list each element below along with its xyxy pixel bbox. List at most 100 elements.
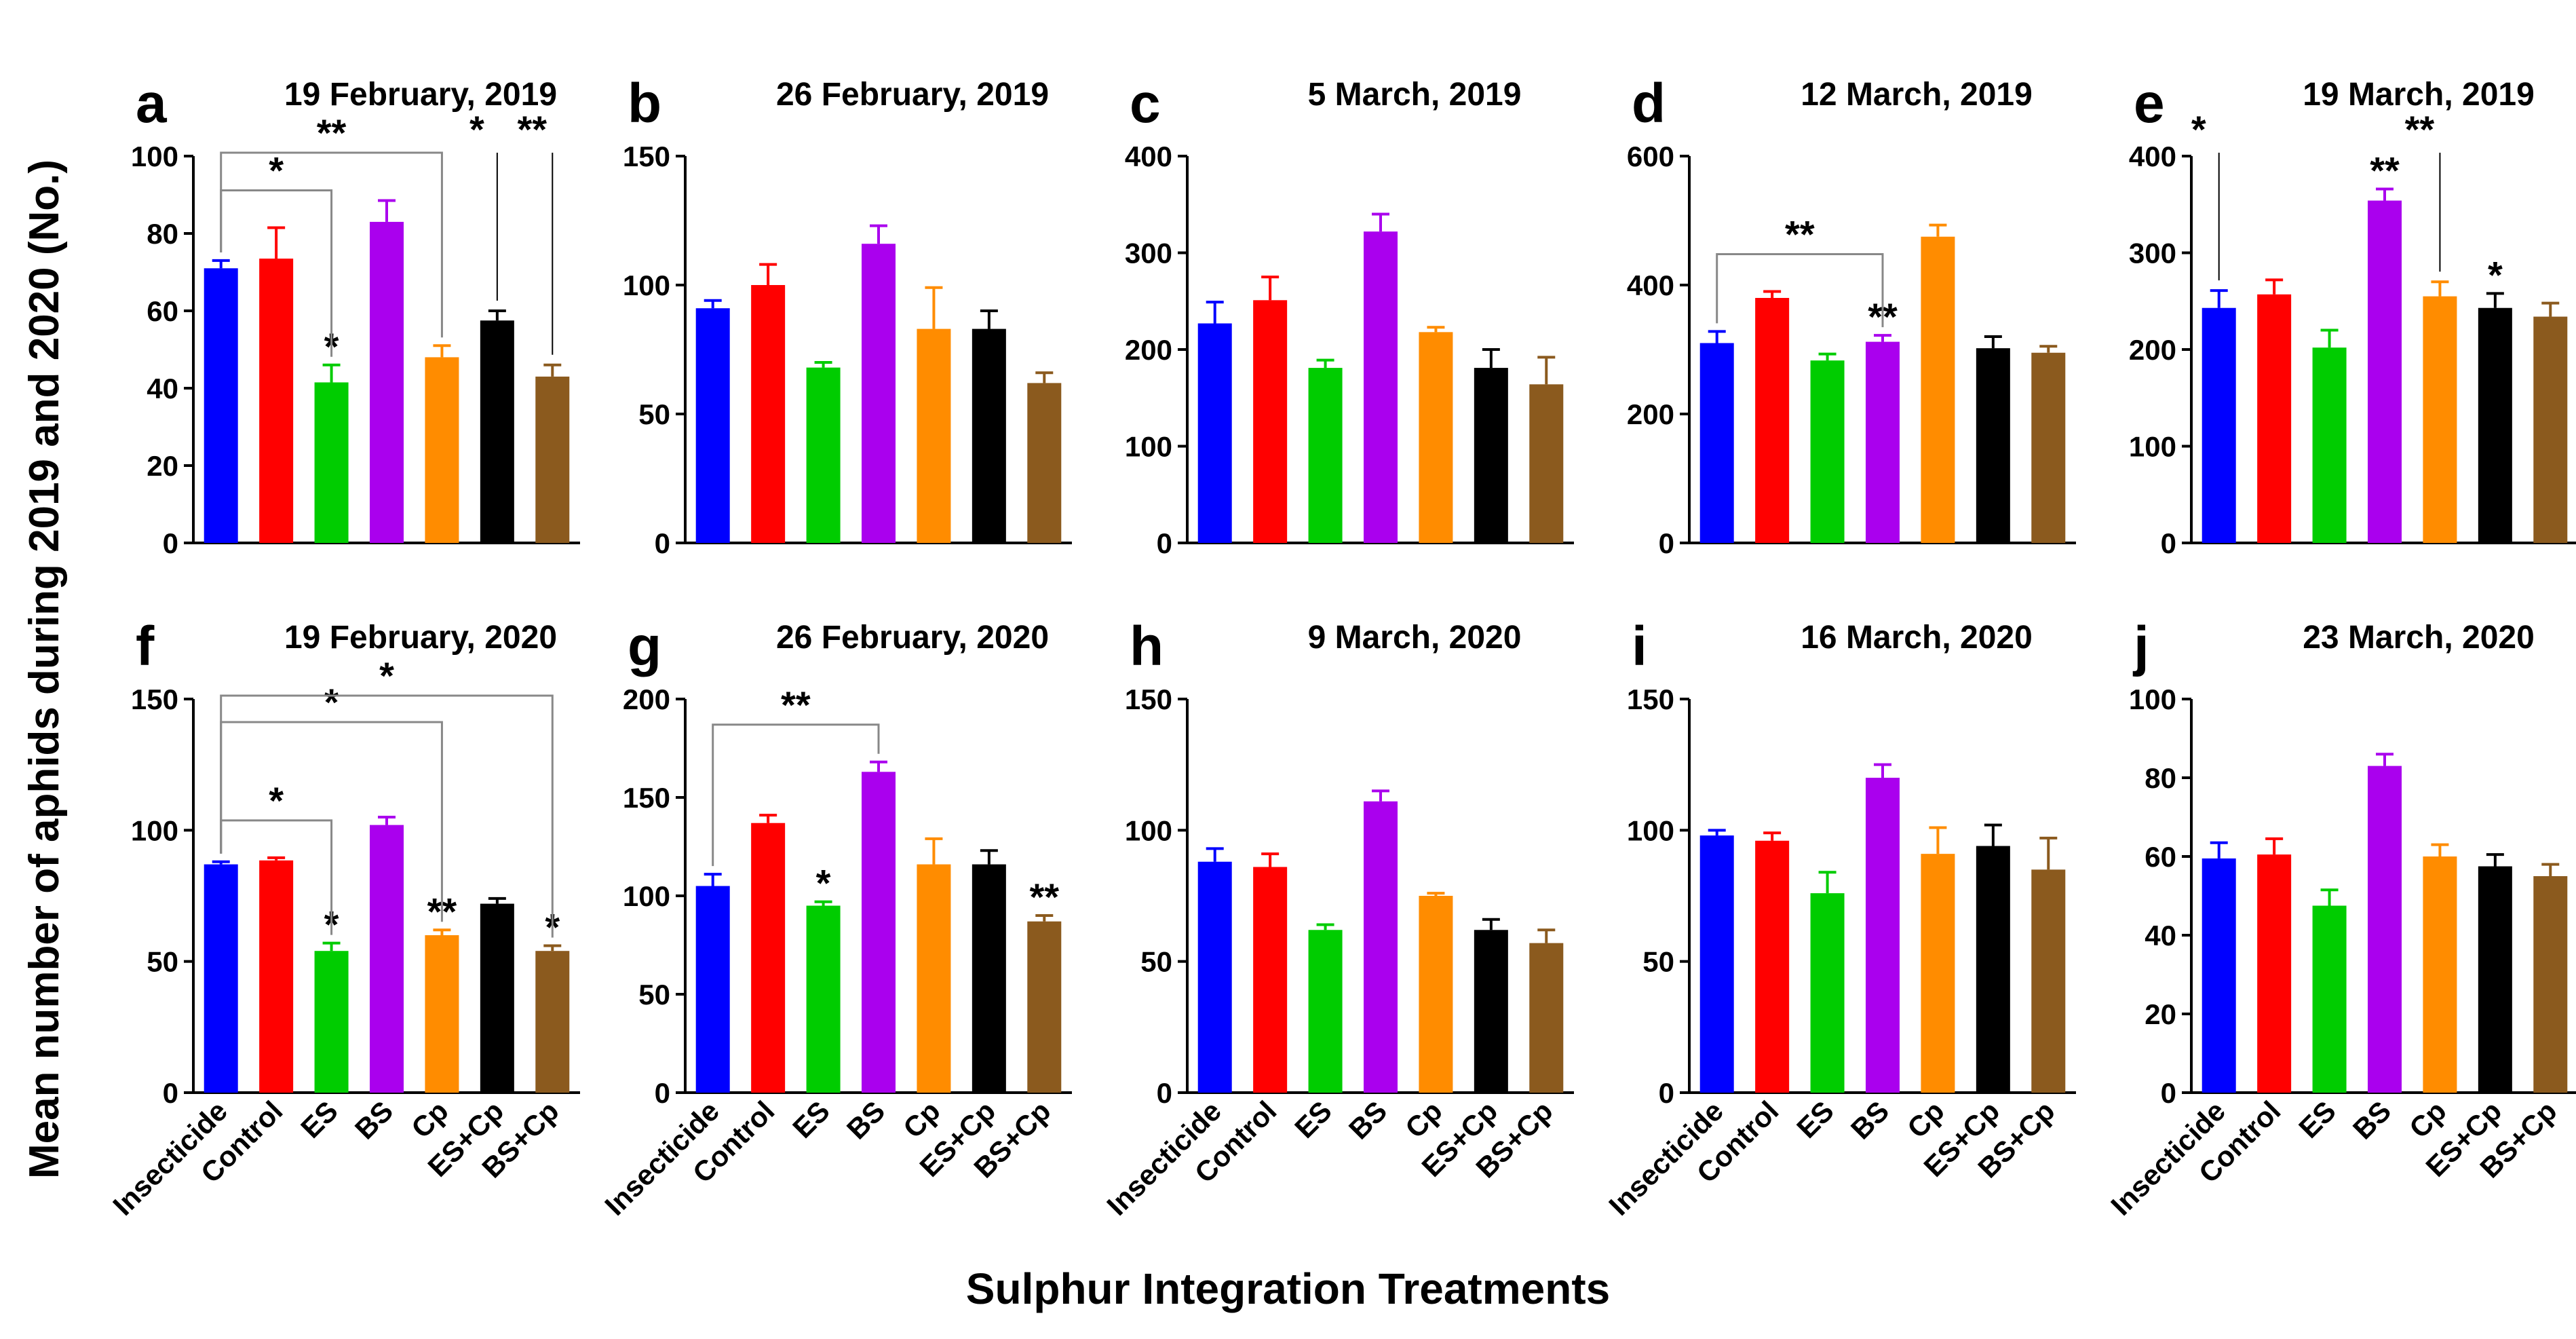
- chart-d-bar: [1921, 236, 1955, 543]
- chart-b-tick-label: 150: [623, 140, 670, 172]
- chart-d-bar: [1755, 298, 1790, 543]
- chart-e-title: 19 March, 2019: [2303, 77, 2535, 113]
- chart-j-category-label: BS: [2347, 1095, 2398, 1146]
- chart-h-category-label: BS: [1343, 1095, 1393, 1146]
- y-axis-label-wrapper: Mean number of aphids during 2019 and 20…: [20, 159, 69, 1179]
- chart-c-tick-label: 300: [1125, 238, 1172, 269]
- chart-a-bracket-label: **: [317, 111, 347, 154]
- chart-f-bar: [535, 951, 570, 1093]
- chart-g-title: 26 February, 2020: [776, 620, 1049, 656]
- chart-g-panel-letter: g: [628, 616, 661, 677]
- chart-i-category-label: ES: [1790, 1095, 1840, 1144]
- chart-e-significance-star: *: [2488, 253, 2503, 296]
- chart-i-bar: [1866, 778, 1900, 1093]
- chart-h-title: 9 March, 2020: [1308, 620, 1522, 656]
- chart-a-comparison-bracket: [220, 151, 443, 338]
- chart-d-panel-letter: d: [1632, 73, 1666, 134]
- chart-f-bracket-label: *: [269, 779, 284, 822]
- chart-h-bar: [1529, 943, 1564, 1093]
- chart-g-bar: [862, 772, 896, 1093]
- chart-h-bar: [1364, 801, 1398, 1093]
- chart-j-title: 23 March, 2020: [2303, 620, 2535, 656]
- chart-e-tick-label: 400: [2129, 140, 2176, 172]
- chart-i-tick-label: 100: [1627, 814, 1674, 846]
- chart-j-bar: [2202, 858, 2236, 1093]
- chart-i-bar: [1921, 854, 1955, 1093]
- chart-a-bar: [535, 376, 570, 543]
- chart-f-bar: [204, 864, 238, 1093]
- chart-c-bar: [1419, 332, 1453, 543]
- chart-b-tick-label: 50: [638, 398, 670, 430]
- chart-g-bar: [695, 886, 730, 1093]
- chart-b-bar: [751, 285, 786, 543]
- chart-b-bar: [972, 328, 1006, 543]
- chart-g-bar: [806, 905, 841, 1093]
- chart-f-tick-label: 0: [163, 1077, 178, 1109]
- chart-i-tick-label: 50: [1642, 946, 1674, 978]
- chart-g-category-label: BS: [841, 1095, 891, 1146]
- chart-c-bar: [1529, 384, 1564, 543]
- chart-g-significance-star: *: [816, 862, 831, 905]
- chart-a-bar: [425, 357, 459, 543]
- chart-g-significance-star: **: [1029, 875, 1059, 918]
- chart-e-bar: [2202, 307, 2236, 543]
- chart-g-tick-label: 200: [623, 683, 670, 715]
- chart-c-tick-label: 0: [1157, 527, 1172, 559]
- chart-b-tick-label: 100: [623, 269, 670, 301]
- chart-i-title: 16 March, 2020: [1801, 620, 2033, 656]
- chart-g-bracket-label: **: [781, 683, 811, 726]
- chart-h-bar: [1308, 930, 1343, 1093]
- chart-d-tick-label: 0: [1659, 527, 1674, 559]
- chart-a-tick-label: 100: [131, 140, 178, 172]
- chart-h-bar: [1419, 896, 1453, 1093]
- chart-i-category-label: BS: [1845, 1095, 1896, 1146]
- chart-e-bar: [2533, 316, 2568, 543]
- chart-d-bar: [2031, 352, 2066, 543]
- chart-e-bar: [2312, 347, 2347, 543]
- chart-i-bar: [1810, 893, 1845, 1093]
- chart-g-category-label: ES: [786, 1095, 836, 1144]
- chart-h-bar: [1197, 861, 1232, 1093]
- chart-j-bar: [2368, 766, 2402, 1093]
- chart-j-tick-label: 0: [2161, 1077, 2176, 1109]
- chart-b-bar: [1027, 383, 1062, 543]
- chart-f-bracket-label: *: [324, 681, 339, 723]
- chart-e-significance-mark: **: [2405, 108, 2435, 151]
- chart-d-bar: [1810, 360, 1845, 543]
- chart-e-bar: [2368, 200, 2402, 543]
- chart-e-tick-label: 100: [2129, 431, 2176, 463]
- chart-g-bar: [751, 823, 786, 1093]
- chart-d-bracket-label: **: [1785, 213, 1815, 256]
- chart-d-comparison-bracket: [1716, 253, 1884, 328]
- chart-c-bar: [1364, 231, 1398, 543]
- chart-d-tick-label: 200: [1627, 398, 1674, 430]
- chart-i-bar: [1755, 840, 1790, 1093]
- chart-e-tick-label: 300: [2129, 238, 2176, 269]
- chart-c-tick-label: 200: [1125, 334, 1172, 366]
- chart-f-bar: [480, 903, 514, 1093]
- chart-f-tick-label: 50: [147, 946, 178, 978]
- chart-d-tick-label: 400: [1627, 269, 1674, 301]
- chart-c-title: 5 March, 2019: [1308, 77, 1522, 113]
- chart-j-tick-label: 20: [2145, 998, 2176, 1030]
- chart-j-tick-label: 60: [2145, 841, 2176, 873]
- chart-b-bar: [695, 308, 730, 543]
- chart-g-comparison-bracket: [712, 723, 880, 867]
- chart-f-bar: [425, 935, 459, 1093]
- chart-a-significance-mark: *: [469, 108, 484, 151]
- chart-h-tick-label: 100: [1125, 814, 1172, 846]
- chart-a-tick-label: 40: [147, 373, 178, 404]
- chart-c-bar: [1253, 300, 1288, 543]
- chart-b-tick-label: 0: [655, 527, 670, 559]
- chart-e-tick-label: 0: [2161, 527, 2176, 559]
- chart-i-panel-letter: i: [1632, 616, 1647, 677]
- chart-j-category-label: ES: [2292, 1095, 2342, 1144]
- chart-g-tick-label: 100: [623, 880, 670, 912]
- chart-i-bar: [1699, 835, 1734, 1093]
- chart-b-title: 26 February, 2019: [776, 77, 1049, 113]
- chart-h-tick-label: 0: [1157, 1077, 1172, 1109]
- chart-e-significance-mark: *: [2191, 108, 2206, 151]
- chart-i-bar: [1976, 846, 2010, 1093]
- chart-j-bar: [2533, 876, 2568, 1093]
